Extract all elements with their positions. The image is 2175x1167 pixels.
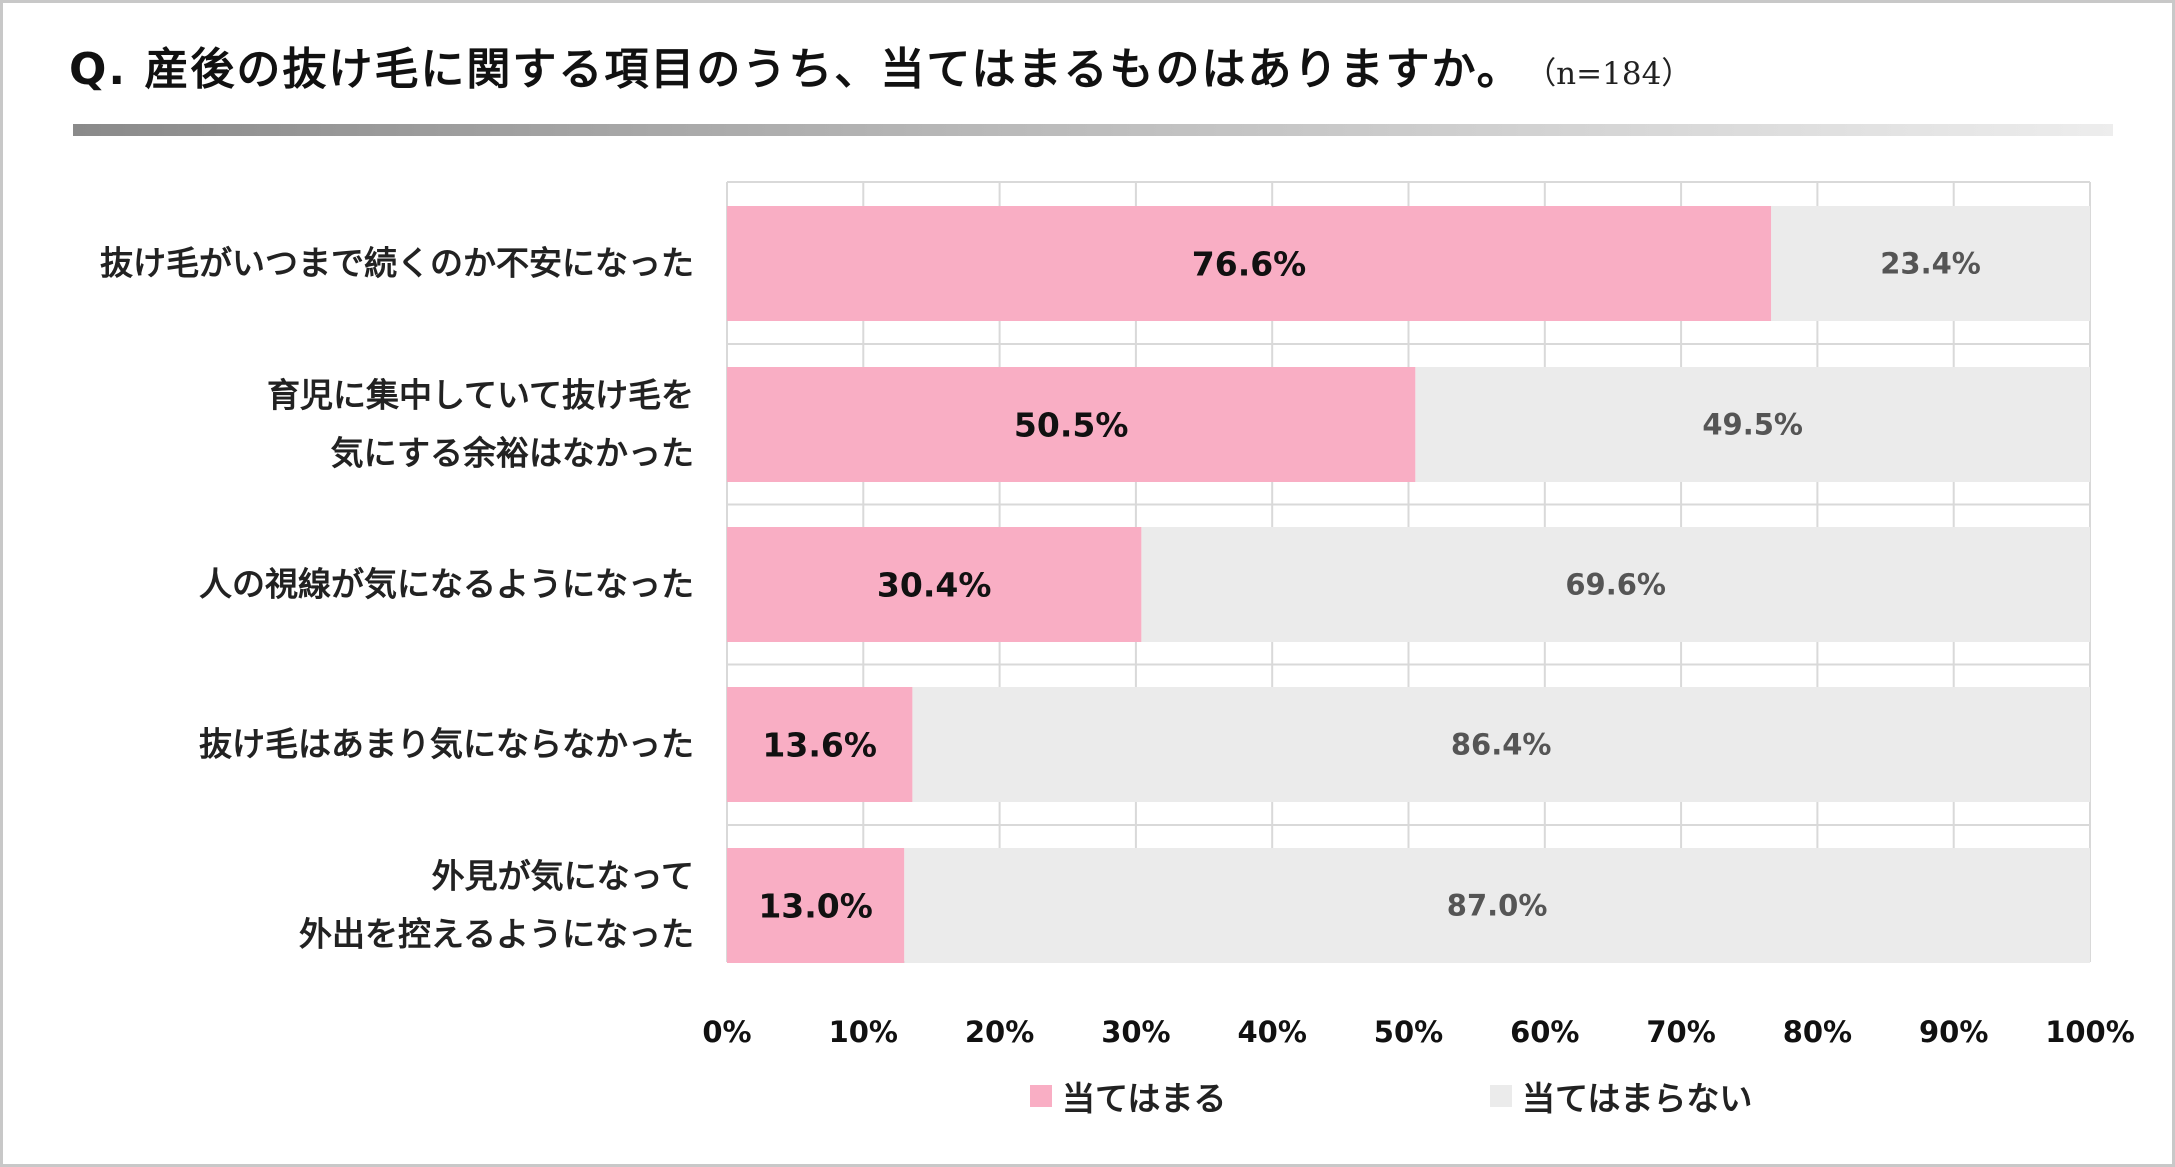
bar-no-2 [1141, 527, 2090, 642]
category-label-4: 外見が気になって外出を控えるようになった [299, 857, 694, 954]
value-label-no-3: 86.4% [1451, 728, 1552, 762]
x-axis-ticks: 0% 10% 20% 30% 40% 50% 60% 70% 80% 90% 100% [702, 1015, 2134, 1049]
value-label-no-4: 87.0% [1447, 889, 1548, 923]
bar-yes-4 [727, 848, 905, 963]
value-label-no-0: 23.4% [1880, 247, 1981, 281]
category-labels: 抜け毛がいつまで続くのか不安になった育児に集中していて抜け毛を気にする余裕はなか… [100, 244, 694, 954]
bar-yes-1 [727, 367, 1416, 482]
x-tick-label: 10% [829, 1015, 898, 1049]
legend-item-no: 当てはまらない [1490, 1074, 1752, 1118]
category-label-1: 育児に集中していて抜け毛を気にする余裕はなかった [267, 376, 694, 473]
category-label-3: 抜け毛はあまり気にならなかった [199, 725, 694, 764]
value-label-yes-4: 13.0% [758, 887, 873, 926]
bar-no-1 [1415, 367, 2090, 482]
x-tick-label: 60% [1510, 1015, 1579, 1049]
sample-size: （n=184） [1540, 56, 1693, 92]
legend-swatch-yes [1030, 1085, 1052, 1107]
x-tick-label: 100% [2045, 1015, 2135, 1049]
category-label-0: 抜け毛がいつまで続くのか不安になった [100, 244, 694, 283]
value-label-no-2: 69.6% [1565, 568, 1666, 602]
title-underline [73, 124, 2113, 136]
bar-no-4 [904, 848, 2091, 963]
legend-item-yes: 当てはまる [1030, 1074, 1226, 1118]
question-text: Q. 産後の抜け毛に関する項目のうち、当てはまるものはありますか。 [69, 44, 1523, 95]
legend-label-yes: 当てはまる [1062, 1079, 1227, 1118]
legend-label-no: 当てはまらない [1522, 1079, 1753, 1118]
value-label-yes-3: 13.6% [762, 726, 877, 765]
bar-no-0 [1771, 206, 2090, 321]
x-tick-label: 90% [1919, 1015, 1988, 1049]
category-label-2: 人の視線が気になるようになった [199, 565, 694, 604]
x-tick-label: 40% [1237, 1015, 1306, 1049]
bar-no-3 [912, 687, 2091, 802]
bars: 76.6% 23.4% 50.5% 49.5% 30.4% 69.6% 13.6% 86.4%… [727, 206, 2091, 963]
x-tick-label: 20% [965, 1015, 1034, 1049]
value-label-yes-0: 76.6% [1192, 245, 1307, 284]
value-label-no-1: 49.5% [1702, 408, 1803, 442]
bar-yes-0 [727, 206, 1772, 321]
x-tick-label: 30% [1101, 1015, 1170, 1049]
x-tick-label: 70% [1646, 1015, 1715, 1049]
value-label-yes-1: 50.5% [1014, 406, 1129, 445]
legend-swatch-no [1490, 1085, 1512, 1107]
value-label-yes-2: 30.4% [877, 566, 992, 605]
x-tick-label: 0% [702, 1015, 751, 1049]
bar-yes-3 [727, 687, 913, 802]
x-tick-label: 80% [1783, 1015, 1852, 1049]
x-tick-label: 50% [1374, 1015, 1443, 1049]
bar-yes-2 [727, 527, 1142, 642]
chart-title: Q. 産後の抜け毛に関する項目のうち、当てはまるものはありますか。 （n=184） [69, 33, 1692, 97]
